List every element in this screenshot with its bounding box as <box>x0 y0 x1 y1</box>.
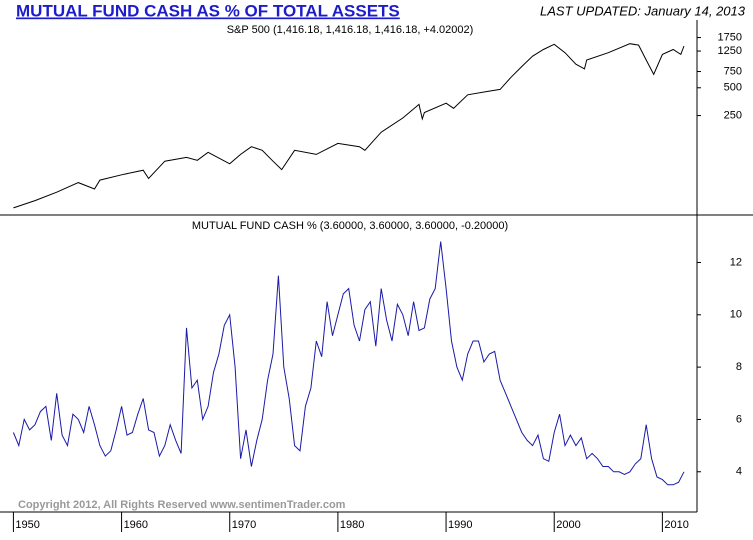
y-tick-label: 10 <box>730 309 742 321</box>
y-tick-label: 12 <box>730 256 742 268</box>
copyright: Copyright 2012, All Rights Reserved www.… <box>18 499 346 511</box>
x-tick-label: 1960 <box>124 519 148 531</box>
series-label: MUTUAL FUND CASH % (3.60000, 3.60000, 3.… <box>192 220 508 232</box>
x-tick-label: 2000 <box>556 519 580 531</box>
x-tick-label: 1950 <box>15 519 39 531</box>
y-tick-label: 6 <box>736 413 742 425</box>
y-tick-label: 500 <box>724 82 742 94</box>
x-tick-label: 1990 <box>448 519 472 531</box>
y-tick-label: 1250 <box>718 45 742 57</box>
series-label: S&P 500 (1,416.18, 1,416.18, 1,416.18, +… <box>227 24 474 36</box>
last-updated: LAST UPDATED: January 14, 2013 <box>540 3 746 18</box>
x-tick-label: 1980 <box>340 519 364 531</box>
line-series <box>12 241 685 486</box>
page-title: MUTUAL FUND CASH AS % OF TOTAL ASSETS <box>16 1 400 20</box>
y-tick-label: 250 <box>724 109 742 121</box>
y-tick-label: 750 <box>724 65 742 77</box>
y-tick-label: 1750 <box>718 31 742 43</box>
y-tick-label: 8 <box>736 361 742 373</box>
x-tick-label: 1970 <box>232 519 256 531</box>
x-tick-label: 2010 <box>664 519 688 531</box>
line-series <box>13 43 685 209</box>
y-tick-label: 4 <box>736 466 742 478</box>
